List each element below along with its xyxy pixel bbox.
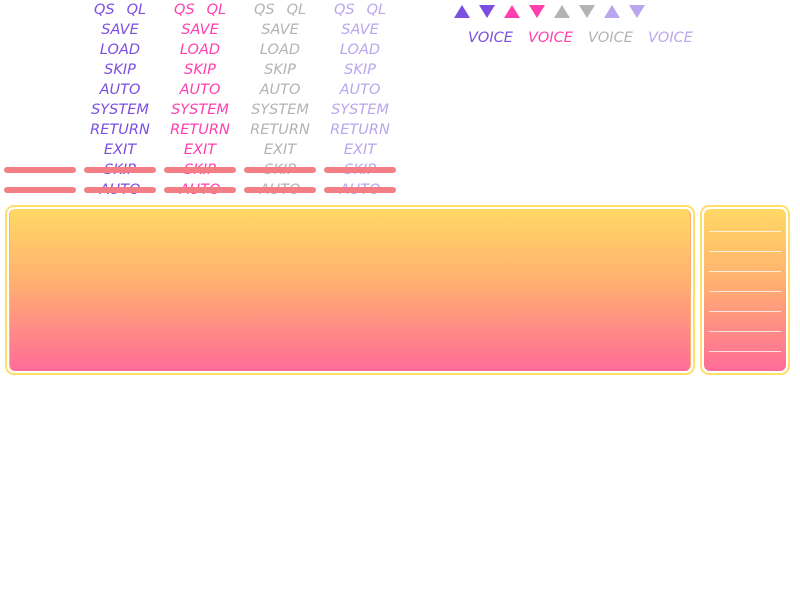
voice-button[interactable]: VOICE — [648, 30, 693, 46]
quick-load-button[interactable]: QL — [366, 2, 387, 18]
auto-indicator-bar — [324, 187, 396, 193]
quick-save-load-row: QS QL — [174, 0, 226, 20]
arrow-down-icon[interactable] — [479, 5, 495, 18]
system-button[interactable]: SYSTEM — [331, 102, 389, 118]
skip-indicator-bar — [84, 167, 156, 173]
arrow-down-icon[interactable] — [529, 5, 545, 18]
menu-column-purple: QS QL SAVE LOAD SKIP AUTO SYSTEM RETURN … — [80, 0, 160, 200]
divider — [709, 251, 781, 252]
skip-button[interactable]: SKIP — [344, 62, 376, 78]
message-window[interactable] — [5, 205, 695, 375]
divider — [709, 351, 781, 352]
return-button[interactable]: RETURN — [330, 122, 390, 138]
system-button[interactable]: SYSTEM — [251, 102, 309, 118]
divider — [709, 231, 781, 232]
auto-button[interactable]: AUTO — [259, 82, 301, 98]
exit-button[interactable]: EXIT — [183, 142, 217, 158]
auto-button[interactable]: AUTO — [99, 82, 141, 98]
side-window — [700, 205, 790, 375]
quick-save-button[interactable]: QS — [173, 2, 195, 18]
voice-button[interactable]: VOICE — [588, 30, 633, 46]
return-button[interactable]: RETURN — [90, 122, 150, 138]
skip-indicator-bar — [164, 167, 236, 173]
arrow-up-icon[interactable] — [454, 5, 470, 18]
exit-button[interactable]: EXIT — [343, 142, 377, 158]
auto-indicator-bar — [84, 187, 156, 193]
quick-save-button[interactable]: QS — [253, 2, 275, 18]
arrow-up-icon[interactable] — [604, 5, 620, 18]
voice-button[interactable]: VOICE — [528, 30, 573, 46]
quick-save-load-row: QS QL — [94, 0, 146, 20]
divider — [709, 331, 781, 332]
quick-save-button[interactable]: QS — [93, 2, 115, 18]
side-window-body — [704, 209, 786, 371]
skip-button[interactable]: SKIP — [184, 62, 216, 78]
arrow-up-icon[interactable] — [554, 5, 570, 18]
quick-save-button[interactable]: QS — [333, 2, 355, 18]
auto-indicator-bar — [244, 187, 316, 193]
quick-save-load-row: QS QL — [254, 0, 306, 20]
load-button[interactable]: LOAD — [339, 42, 381, 58]
message-window-body — [9, 209, 691, 371]
skip-indicator-bar — [324, 167, 396, 173]
save-button[interactable]: SAVE — [261, 22, 299, 38]
save-button[interactable]: SAVE — [101, 22, 139, 38]
auto-button[interactable]: AUTO — [179, 82, 221, 98]
arrow-down-icon[interactable] — [579, 5, 595, 18]
system-button[interactable]: SYSTEM — [171, 102, 229, 118]
auto-button[interactable]: AUTO — [339, 82, 381, 98]
skip-indicator-bar — [4, 167, 76, 173]
return-button[interactable]: RETURN — [250, 122, 310, 138]
skip-button[interactable]: SKIP — [264, 62, 296, 78]
save-button[interactable]: SAVE — [181, 22, 219, 38]
arrow-up-icon[interactable] — [504, 5, 520, 18]
quick-save-load-row: QS QL — [334, 0, 386, 20]
quick-load-button[interactable]: QL — [286, 2, 307, 18]
divider — [709, 271, 781, 272]
load-button[interactable]: LOAD — [259, 42, 301, 58]
quick-load-button[interactable]: QL — [206, 2, 227, 18]
exit-button[interactable]: EXIT — [103, 142, 137, 158]
system-button[interactable]: SYSTEM — [91, 102, 149, 118]
save-button[interactable]: SAVE — [341, 22, 379, 38]
arrow-down-icon[interactable] — [629, 5, 645, 18]
return-button[interactable]: RETURN — [170, 122, 230, 138]
menu-column-gray: QS QL SAVE LOAD SKIP AUTO SYSTEM RETURN … — [240, 0, 320, 200]
voice-button[interactable]: VOICE — [468, 30, 513, 46]
exit-button[interactable]: EXIT — [263, 142, 297, 158]
load-button[interactable]: LOAD — [99, 42, 141, 58]
quick-load-button[interactable]: QL — [126, 2, 147, 18]
divider — [709, 291, 781, 292]
auto-indicator-bar — [4, 187, 76, 193]
load-button[interactable]: LOAD — [179, 42, 221, 58]
skip-button[interactable]: SKIP — [104, 62, 136, 78]
divider — [709, 311, 781, 312]
auto-indicator-bar — [164, 187, 236, 193]
skip-indicator-bar — [244, 167, 316, 173]
